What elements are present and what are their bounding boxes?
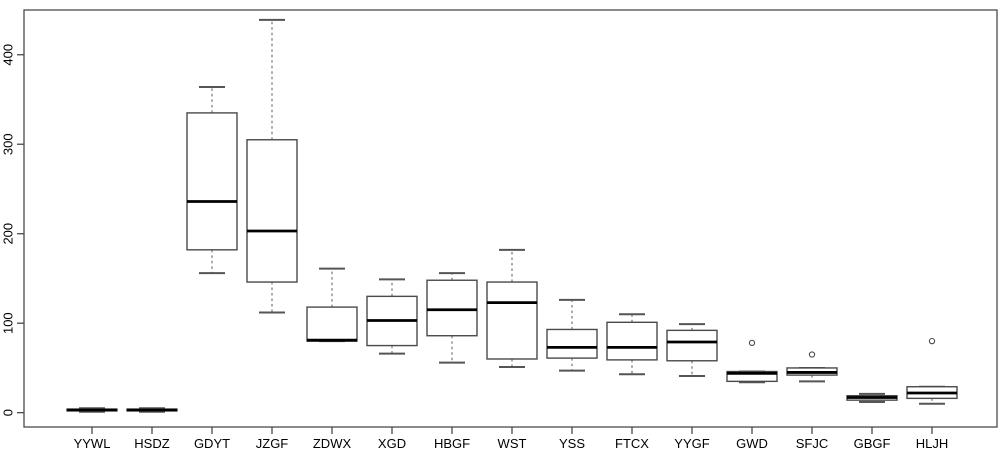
iqr-box [186, 112, 238, 251]
x-axis-category-label: XGD [378, 436, 406, 451]
box-group-jzgf: JZGF [246, 18, 298, 451]
y-axis-tick-label: 300 [1, 133, 16, 155]
iqr-box [426, 279, 478, 337]
x-axis-category-label: YYGF [674, 436, 709, 451]
iqr-box [246, 139, 298, 283]
x-axis-category-label: GWD [736, 436, 768, 451]
iqr-box [726, 370, 778, 383]
box-group-gbgf: GBGF [846, 392, 898, 451]
iqr-box [306, 306, 358, 342]
box-group-wst: WST [486, 248, 538, 451]
iqr-box [606, 321, 658, 361]
box-group-gdyt: GDYT [186, 85, 238, 451]
iqr-box [546, 328, 598, 359]
x-axis-category-label: GBGF [854, 436, 891, 451]
x-axis-category-label: HSDZ [134, 436, 169, 451]
box-group-yss: YSS [546, 298, 598, 451]
box-group-hbgf: HBGF [426, 272, 478, 451]
x-axis-category-label: YSS [559, 436, 585, 451]
y-axis-tick-label: 200 [1, 223, 16, 245]
x-axis-category-label: GDYT [194, 436, 230, 451]
iqr-box [486, 281, 538, 360]
y-axis-tick-label: 100 [1, 312, 16, 334]
x-axis-category-label: YYWL [74, 436, 111, 451]
box-group-sfjc: SFJC [786, 351, 838, 451]
box-group-yygf: YYGF [666, 323, 718, 451]
outlier-point [748, 339, 756, 347]
box-group-ftcx: FTCX [606, 313, 658, 451]
plot-border [23, 9, 998, 428]
x-axis-category-label: JZGF [256, 436, 289, 451]
box-group-yywl: YYWL [66, 407, 118, 451]
x-axis-category-label: HBGF [434, 436, 470, 451]
x-axis-category-label: SFJC [796, 436, 829, 451]
iqr-box [666, 329, 718, 362]
outlier-point [808, 351, 816, 358]
outlier-point [928, 337, 936, 345]
box-group-hsdz: HSDZ [126, 407, 178, 451]
y-axis-tick-label: 0 [1, 409, 16, 416]
box-group-zdwx: ZDWX [306, 267, 358, 451]
box-group-hljh: HLJH [906, 337, 958, 451]
box-group-gwd: GWD [726, 339, 778, 451]
x-axis-category-label: FTCX [615, 436, 649, 451]
y-axis-tick-label: 400 [1, 44, 16, 66]
x-axis-category-label: WST [498, 436, 527, 451]
x-axis-category-label: HLJH [916, 436, 949, 451]
x-axis-category-label: ZDWX [313, 436, 352, 451]
box-group-xgd: XGD [366, 278, 418, 451]
